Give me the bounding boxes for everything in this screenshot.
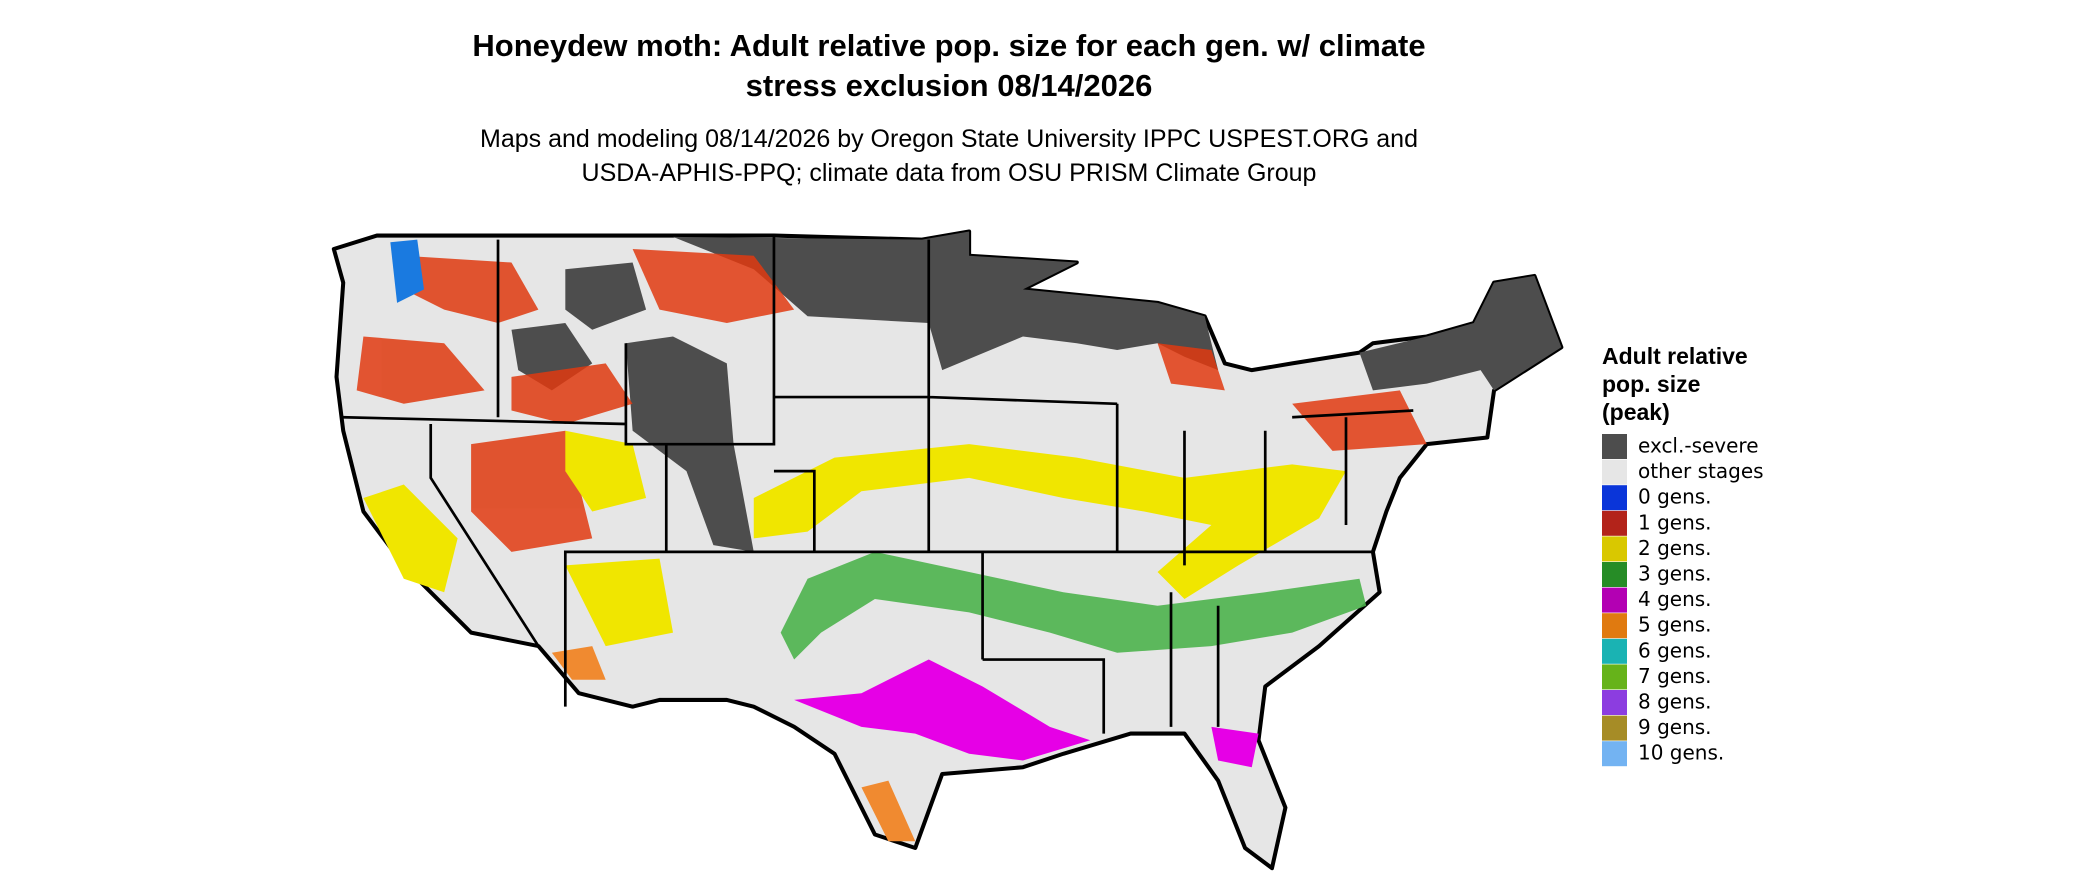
legend-swatch [1602, 690, 1627, 715]
legend-label: 10 gens. [1638, 741, 1724, 765]
legend-label: 7 gens. [1638, 664, 1712, 688]
legend-swatch [1602, 434, 1627, 459]
title-line: Honeydew moth: Adult relative pop. size … [472, 28, 1425, 63]
legend-label: 1 gens. [1638, 510, 1712, 534]
legend-title: Adult relative [1602, 343, 1748, 369]
gen-region [861, 780, 916, 842]
state-borders [343, 235, 1414, 734]
gen-region [1211, 726, 1259, 768]
excluded-region [673, 231, 1219, 371]
legend-swatch [1602, 459, 1627, 485]
gen-region [390, 239, 424, 303]
legend-swatch [1602, 510, 1627, 536]
gen-region [565, 430, 647, 512]
four-gen-areas [794, 659, 1259, 768]
gen-region [780, 551, 1367, 660]
one-gen-areas [356, 249, 1427, 552]
excluded-region [1359, 275, 1562, 391]
legend-title: pop. size [1602, 371, 1700, 397]
gen-region [511, 363, 633, 424]
legend-label: other stages [1638, 459, 1764, 483]
legend-label: 0 gens. [1638, 485, 1712, 509]
legend-title: (peak) [1602, 399, 1670, 425]
gen-region [363, 484, 458, 593]
state-border [343, 235, 1414, 734]
subtitle-line: Maps and modeling 08/14/2026 by Oregon S… [480, 125, 1418, 153]
gen-region [356, 336, 485, 404]
gen-region [632, 249, 795, 324]
title-line: stress exclusion 08/14/2026 [746, 68, 1153, 103]
legend-swatch [1602, 638, 1627, 664]
legend-swatch [1602, 715, 1627, 741]
gen-region [794, 659, 1091, 761]
gen-region [565, 558, 673, 647]
gen-region [1157, 343, 1225, 391]
legend-label: excl.-severe [1638, 434, 1759, 458]
legend-label: 4 gens. [1638, 587, 1712, 611]
legend-swatch [1602, 587, 1627, 613]
three-gen-areas [780, 551, 1367, 660]
legend-label: 6 gens. [1638, 638, 1712, 662]
gen-region [403, 255, 539, 324]
gen-region [753, 444, 1346, 599]
gen-region [1292, 390, 1427, 451]
legend-swatch [1602, 613, 1627, 639]
legend-swatch [1602, 536, 1627, 562]
legend-swatch [1602, 741, 1627, 767]
legend-label: 2 gens. [1638, 536, 1712, 560]
legend-label: 9 gens. [1638, 715, 1712, 739]
subtitle-line: USDA-APHIS-PPQ; climate data from OSU PR… [582, 159, 1317, 187]
two-gen-areas [363, 430, 1346, 647]
legend-swatch [1602, 562, 1627, 587]
excluded-region [565, 262, 647, 330]
gen-region [471, 430, 593, 552]
legend-swatch [1602, 485, 1627, 511]
legend-label: 8 gens. [1638, 690, 1712, 714]
zero-gen-areas [390, 239, 424, 303]
legend-label: 3 gens. [1638, 562, 1712, 586]
legend-label: 5 gens. [1638, 613, 1712, 637]
legend-swatch [1602, 664, 1627, 690]
map [331, 229, 1564, 871]
